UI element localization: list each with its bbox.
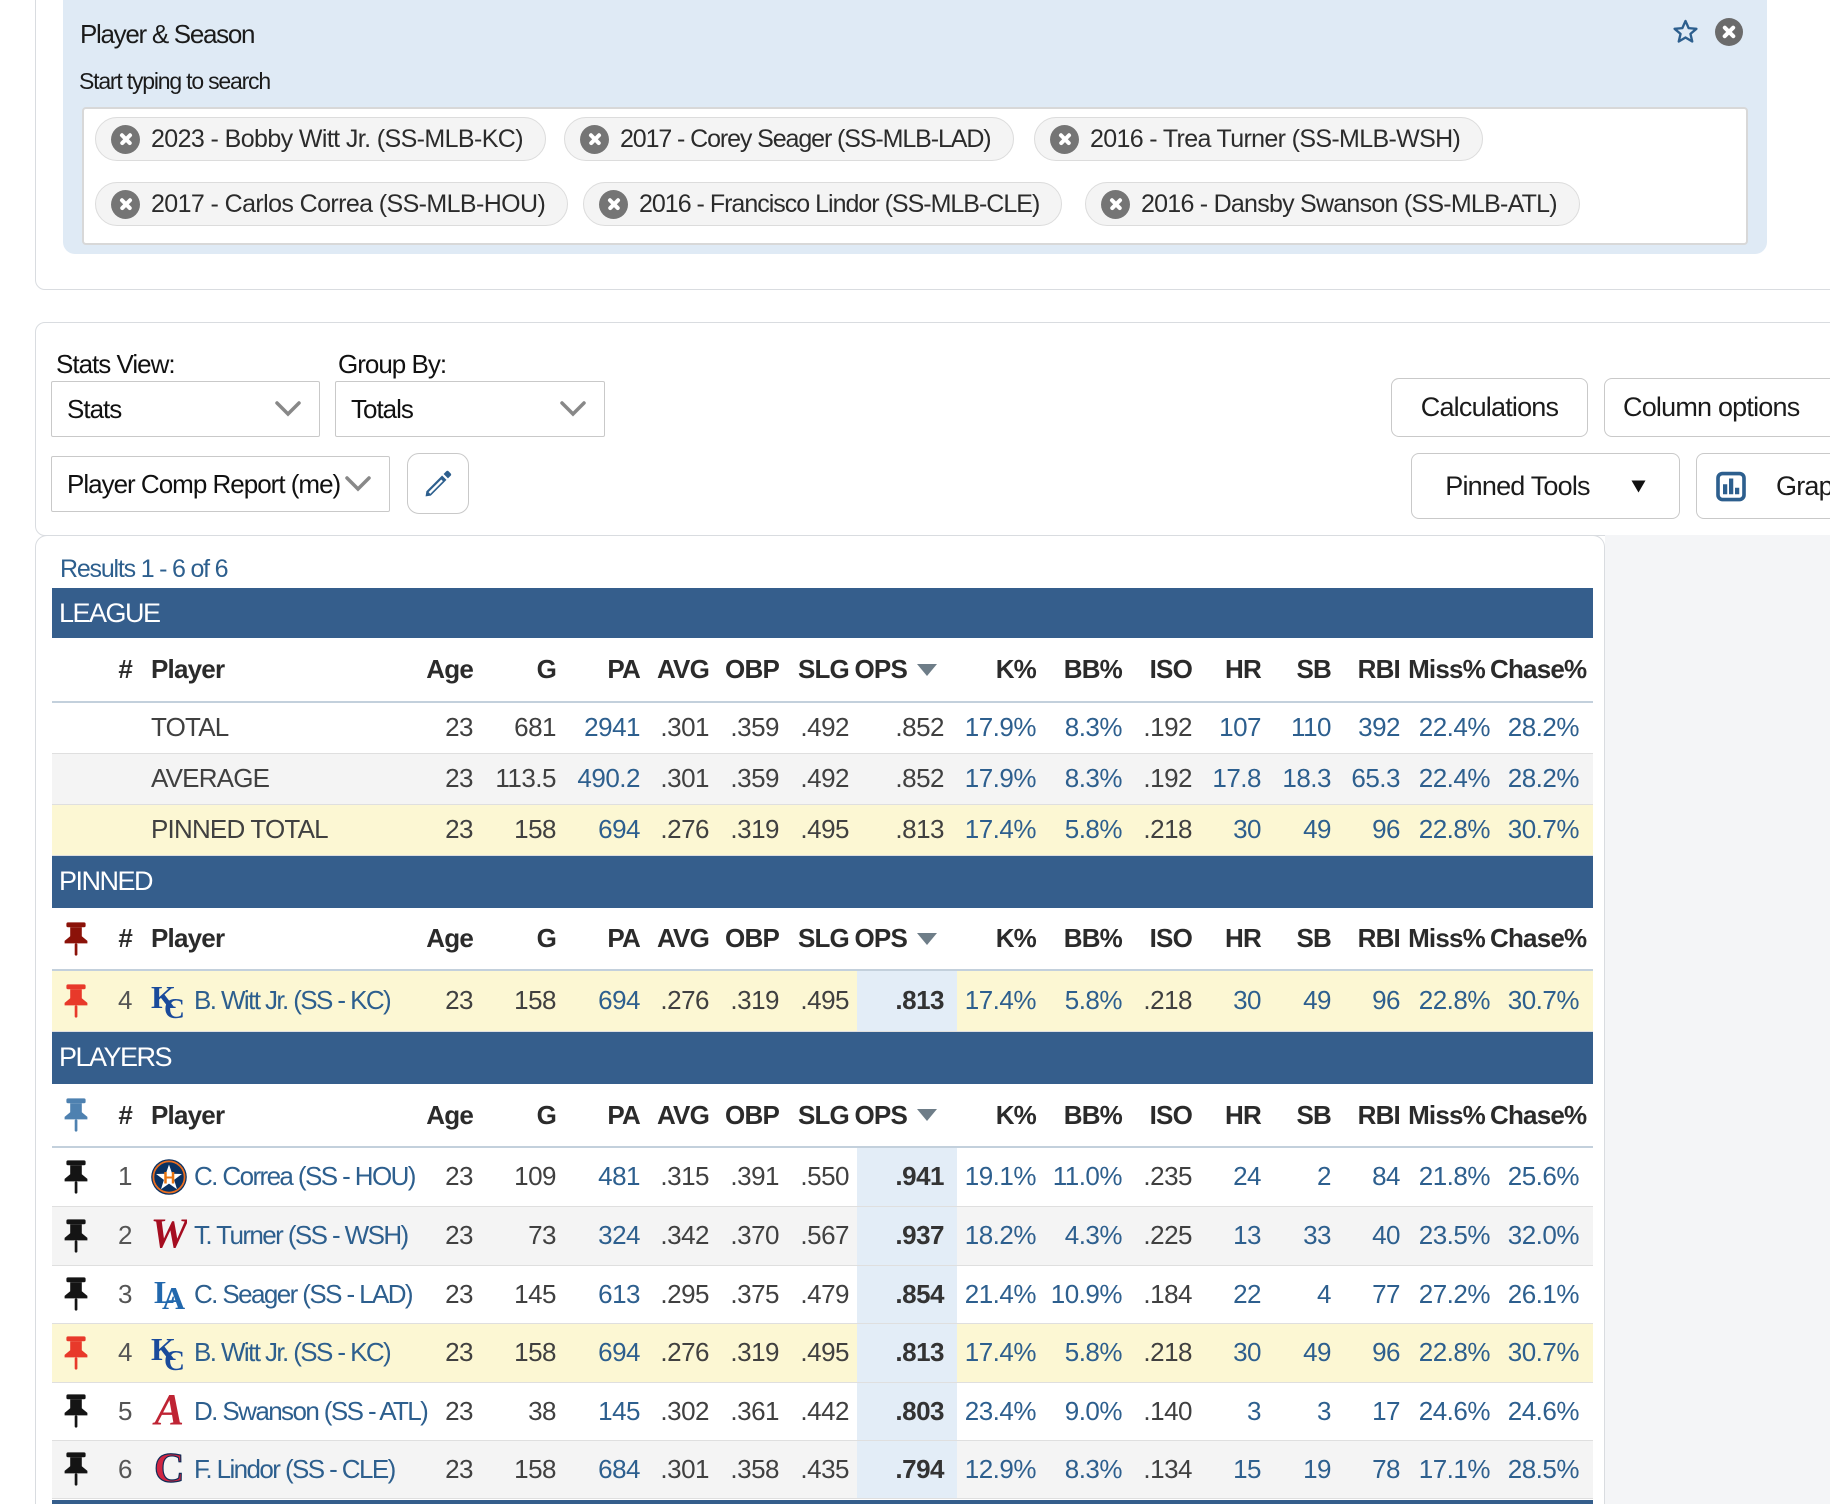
svg-text:A: A — [162, 1280, 185, 1312]
svg-text:C: C — [164, 993, 184, 1019]
svg-text:C: C — [154, 1451, 184, 1487]
svg-text:K: K — [151, 983, 176, 1015]
svg-text:L: L — [154, 1276, 175, 1310]
svg-text:W: W — [151, 1218, 187, 1254]
svg-text:K: K — [151, 1335, 176, 1367]
svg-text:H: H — [163, 1168, 175, 1187]
svg-text:C: C — [164, 1345, 184, 1371]
svg-text:A: A — [152, 1393, 184, 1429]
